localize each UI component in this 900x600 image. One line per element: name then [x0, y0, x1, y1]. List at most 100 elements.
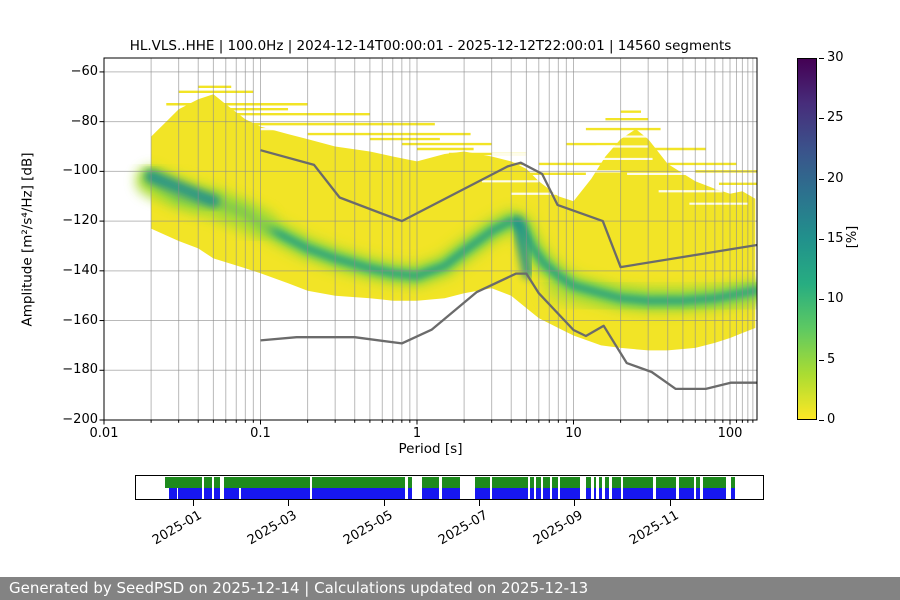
availability-green-segment	[530, 477, 534, 488]
colorbar-tick-label: 25	[827, 110, 844, 126]
availability-blue-segment	[223, 488, 240, 499]
availability-green-segment	[213, 477, 220, 488]
availability-blue-segment	[598, 488, 603, 499]
availability-green-segment	[311, 477, 406, 488]
availability-green-segment	[551, 477, 558, 488]
y-tick-label: −100	[62, 163, 98, 179]
availability-green-segment	[604, 477, 610, 488]
high-noise-model-line	[260, 149, 757, 269]
availability-green-segment	[223, 477, 310, 488]
availability-green-segment	[622, 477, 653, 488]
footer-text: Generated by SeedPSD on 2025-12-14 | Cal…	[9, 579, 589, 597]
colorbar-tick-label: 10	[827, 291, 844, 307]
availability-blue-segment	[703, 488, 727, 499]
availability-green-segment	[593, 477, 597, 488]
availability-tick	[192, 500, 194, 506]
availability-blue-segment	[240, 488, 310, 499]
colorbar-tick-label: 15	[827, 231, 844, 246]
availability-blue-segment	[731, 488, 735, 499]
x-tick-label: 100	[717, 426, 743, 441]
y-tick-label: −140	[62, 262, 98, 278]
availability-green-segment	[203, 477, 212, 488]
y-tick-label: −80	[70, 113, 98, 129]
availability-tick	[479, 500, 480, 506]
colorbar-tick-label: 30	[827, 50, 844, 65]
availability-blue-segment	[622, 488, 653, 499]
footer-bar: Generated by SeedPSD on 2025-12-14 | Cal…	[0, 577, 900, 600]
colorbar-tick	[819, 239, 824, 240]
y-tick-label: −60	[70, 63, 98, 79]
x-tick-label: 0.01	[89, 426, 119, 441]
availability-blue-segment	[311, 488, 406, 499]
availability-green-segment	[598, 477, 603, 488]
colorbar-tick-label: 20	[827, 170, 844, 186]
availability-green-segment	[586, 477, 592, 488]
availability-blue-segment	[213, 488, 220, 499]
availability-blue-segment	[203, 488, 212, 499]
availability-blue-segment	[593, 488, 597, 499]
availability-blue-row	[136, 488, 763, 499]
availability-blue-segment	[604, 488, 610, 499]
availability-green-segment	[611, 477, 621, 488]
availability-blue-segment	[535, 488, 542, 499]
availability-green-segment	[474, 477, 490, 488]
availability-tick	[574, 500, 576, 506]
y-axis-label: Amplitude [m²/s⁴/Hz] [dB]	[19, 152, 36, 327]
x-tick-label: 1	[412, 426, 422, 441]
x-tick-label: 0.1	[250, 426, 271, 441]
density-mode-band	[144, 169, 220, 208]
availability-tick	[288, 500, 290, 506]
y-tick-label: −160	[62, 312, 98, 328]
availability-tick	[669, 500, 671, 506]
colorbar-tick	[819, 178, 824, 180]
colorbar-tick-label: 5	[827, 351, 836, 367]
availability-green-row	[136, 477, 763, 488]
availability-blue-segment	[491, 488, 529, 499]
availability-blue-segment	[559, 488, 580, 499]
density-layers	[136, 85, 757, 351]
availability-green-segment	[543, 477, 550, 488]
availability-blue-segment	[551, 488, 558, 499]
plot-border	[103, 57, 758, 421]
availability-blue-segment	[169, 488, 177, 499]
colorbar-tick	[819, 118, 824, 120]
availability-green-segment	[165, 477, 202, 488]
colorbar-tick	[819, 299, 824, 301]
availability-green-segment	[407, 477, 412, 488]
availability-green-segment	[491, 477, 529, 488]
availability-green-segment	[421, 477, 440, 488]
availability-blue-segment	[586, 488, 592, 499]
colorbar-tick	[819, 58, 824, 59]
availability-blue-segment	[696, 488, 701, 499]
colorbar-tick	[819, 420, 824, 421]
availability-blue-segment	[407, 488, 412, 499]
colorbar-tick-label: 0	[827, 412, 836, 427]
availability-bar	[135, 475, 764, 500]
x-tick-label: 10	[565, 426, 582, 441]
colorbar-tick	[819, 359, 824, 361]
availability-blue-segment	[679, 488, 694, 499]
availability-green-segment	[655, 477, 677, 488]
availability-tick	[383, 500, 385, 506]
plot-title: HL.VLS..HHE | 100.0Hz | 2024-12-14T00:00…	[129, 38, 732, 54]
y-tick-label: −200	[62, 412, 98, 427]
availability-green-segment	[535, 477, 542, 488]
availability-blue-segment	[178, 488, 202, 499]
availability-blue-segment	[611, 488, 621, 499]
availability-green-segment	[703, 477, 727, 488]
availability-blue-segment	[655, 488, 677, 499]
y-tick-label: −120	[62, 213, 98, 229]
availability-green-segment	[441, 477, 460, 488]
availability-green-segment	[731, 477, 735, 488]
availability-blue-segment	[421, 488, 440, 499]
availability-green-segment	[696, 477, 701, 488]
availability-green-segment	[679, 477, 694, 488]
y-tick-label: −180	[62, 362, 98, 378]
low-noise-model-line	[260, 272, 757, 391]
x-axis-label: Period [s]	[398, 441, 463, 457]
availability-blue-segment	[530, 488, 534, 499]
availability-blue-segment	[474, 488, 490, 499]
availability-blue-segment	[441, 488, 460, 499]
